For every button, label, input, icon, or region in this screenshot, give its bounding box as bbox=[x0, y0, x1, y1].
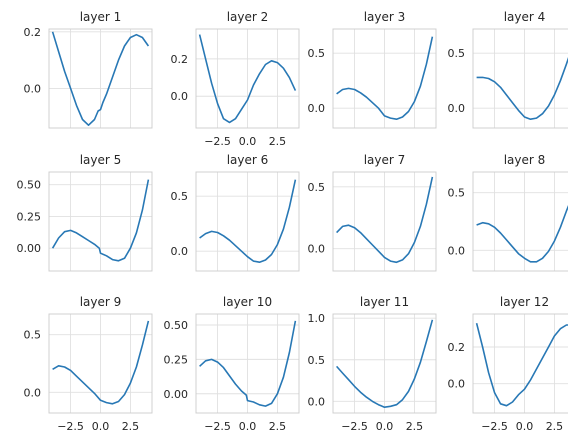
series-line-1 bbox=[476, 57, 568, 120]
subplot-title: layer 12 bbox=[500, 295, 549, 309]
x-tick-label-2: 0.0 bbox=[376, 420, 394, 433]
x-tick-label-2: 0.0 bbox=[239, 420, 257, 433]
y-tick-label-1: 0.0 bbox=[308, 395, 326, 408]
y-tick-label-3: 0.50 bbox=[164, 319, 189, 332]
y-tick-label-2: 0.5 bbox=[308, 181, 326, 194]
subplot-12: layer 12 0.0 0.2 −2.5 0.0 2.5 bbox=[448, 295, 568, 433]
x-tick-label-1: −2.5 bbox=[204, 420, 231, 433]
subplot-9: layer 9 0.0 0.5 −2.5 0.0 2.5 bbox=[24, 295, 153, 433]
axes-frame bbox=[195, 171, 300, 272]
series-line-1 bbox=[476, 204, 568, 263]
subplot-title: layer 7 bbox=[364, 153, 406, 167]
y-tick-label-1: 0.0 bbox=[171, 90, 189, 103]
series-line-1 bbox=[52, 320, 150, 405]
subplot-2: layer 2 0.0 0.2 −2.5 0.0 2.5 bbox=[171, 10, 300, 148]
axes-frame bbox=[195, 28, 300, 129]
y-tick-label-1: 0.00 bbox=[17, 242, 42, 255]
x-tick-label-3: 2.5 bbox=[122, 420, 140, 433]
subplot-7: layer 7 0.0 0.5 bbox=[308, 153, 437, 272]
y-tick-label-1: 0.0 bbox=[448, 244, 466, 257]
subplot-10: layer 10 0.00 0.25 0.50 −2.5 0.0 2.5 bbox=[164, 295, 300, 433]
subplot-11: layer 11 0.0 0.5 1.0 −2.5 0.0 2.5 bbox=[308, 295, 437, 433]
y-tick-label-2: 0.2 bbox=[24, 26, 42, 39]
y-tick-label-2: 0.5 bbox=[308, 354, 326, 367]
subplot-title: layer 3 bbox=[364, 10, 406, 24]
y-tick-label-3: 1.0 bbox=[308, 312, 326, 325]
series-line-1 bbox=[336, 176, 434, 264]
y-tick-label-2: 0.5 bbox=[24, 329, 42, 342]
subplot-title: layer 6 bbox=[227, 153, 269, 167]
y-tick-label-2: 0.5 bbox=[308, 47, 326, 60]
y-tick-label-1: 0.0 bbox=[308, 102, 326, 115]
series-line-1 bbox=[336, 36, 434, 120]
series-line-1 bbox=[198, 34, 297, 124]
subplot-title: layer 4 bbox=[504, 10, 546, 24]
y-tick-label-1: 0.0 bbox=[448, 102, 466, 115]
y-tick-label-1: 0.0 bbox=[24, 82, 42, 95]
subplot-title: layer 11 bbox=[360, 295, 409, 309]
axes-frame bbox=[332, 313, 437, 414]
axes-frame bbox=[332, 28, 437, 129]
y-tick-label-1: 0.0 bbox=[24, 386, 42, 399]
subplot-8: layer 8 0.0 0.5 bbox=[448, 153, 568, 272]
y-tick-label-1: 0.0 bbox=[448, 378, 466, 391]
subplot-title: layer 8 bbox=[504, 153, 546, 167]
y-tick-label-2: 0.25 bbox=[164, 353, 189, 366]
axes-frame bbox=[472, 171, 568, 272]
x-tick-label-3: 2.5 bbox=[406, 420, 424, 433]
x-tick-label-2: 0.0 bbox=[516, 420, 534, 433]
series-line-1 bbox=[475, 323, 568, 407]
y-tick-label-1: 0.0 bbox=[171, 245, 189, 258]
series-line-1 bbox=[51, 179, 150, 262]
x-tick-label-3: 2.5 bbox=[269, 135, 287, 148]
x-tick-label-2: 0.0 bbox=[92, 420, 110, 433]
subplot-3: layer 3 0.0 0.5 bbox=[308, 10, 437, 129]
series-line-1 bbox=[199, 179, 297, 264]
x-tick-label-3: 2.5 bbox=[546, 420, 564, 433]
y-tick-label-2: 0.5 bbox=[448, 187, 466, 200]
y-tick-label-3: 0.50 bbox=[17, 179, 42, 192]
series-line-1 bbox=[51, 31, 150, 126]
axes-frame bbox=[195, 313, 300, 414]
subplot-title: layer 10 bbox=[223, 295, 272, 309]
x-tick-label-3: 2.5 bbox=[269, 420, 287, 433]
subplot-title: layer 2 bbox=[227, 10, 269, 24]
y-tick-label-2: 0.2 bbox=[171, 53, 189, 66]
axes-frame bbox=[472, 28, 568, 129]
subplot-title: layer 1 bbox=[80, 10, 122, 24]
x-tick-label-1: −2.5 bbox=[481, 420, 508, 433]
x-tick-label-2: 0.0 bbox=[239, 135, 257, 148]
y-tick-label-2: 0.5 bbox=[448, 47, 466, 60]
x-tick-label-1: −2.5 bbox=[204, 135, 231, 148]
axes-frame bbox=[472, 313, 568, 414]
subplot-title: layer 9 bbox=[80, 295, 122, 309]
subplot-5: layer 5 0.00 0.25 0.50 bbox=[17, 153, 153, 272]
axes-frame bbox=[48, 28, 153, 129]
subplot-1: layer 1 0.0 0.2 bbox=[24, 10, 153, 129]
y-tick-label-2: 0.5 bbox=[171, 190, 189, 203]
x-tick-label-1: −2.5 bbox=[341, 420, 368, 433]
subplot-6: layer 6 0.0 0.5 bbox=[171, 153, 300, 272]
series-line-1 bbox=[199, 320, 297, 407]
axes-frame bbox=[332, 171, 437, 272]
subplot-4: layer 4 0.0 0.5 bbox=[448, 10, 568, 129]
axes-frame bbox=[48, 313, 153, 414]
series-line-1 bbox=[336, 319, 434, 409]
axes-frame bbox=[48, 171, 153, 272]
x-tick-label-1: −2.5 bbox=[57, 420, 84, 433]
y-tick-label-1: 0.0 bbox=[308, 243, 326, 256]
y-tick-label-2: 0.25 bbox=[17, 210, 42, 223]
y-tick-label-2: 0.2 bbox=[448, 341, 466, 354]
subplot-title: layer 5 bbox=[80, 153, 122, 167]
y-tick-label-1: 0.00 bbox=[164, 388, 189, 401]
